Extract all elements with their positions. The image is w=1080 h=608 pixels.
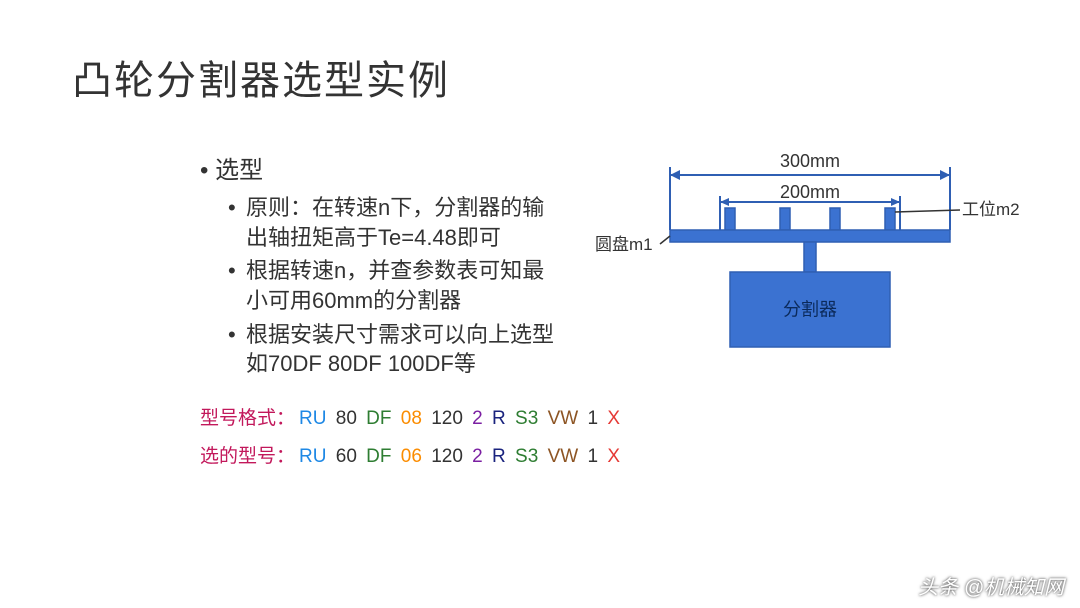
model-segment: 06 xyxy=(396,446,422,467)
svg-text:分割器: 分割器 xyxy=(783,300,837,320)
model-segment: 120 xyxy=(426,446,463,467)
svg-text:圆盘m1: 圆盘m1 xyxy=(595,235,653,254)
model-code-block: 型号格式：RU 80 DF 08 120 2 R S3 VW 1 X选的型号：R… xyxy=(200,400,620,476)
model-segment: 2 xyxy=(467,446,483,467)
model-segment: S3 xyxy=(510,408,539,429)
model-segment: VW xyxy=(542,408,578,429)
model-segment: VW xyxy=(542,446,578,467)
bullet-heading: 选型 xyxy=(200,150,560,185)
bullet-item: 根据安装尺寸需求可以向上选型如70DF 80DF 100DF等 xyxy=(228,320,560,379)
bullet-list: 原则：在转速n下，分割器的输出轴扭矩高于Te=4.48即可 根据转速n，并查参数… xyxy=(228,193,560,379)
watermark: 头条 @机械知网 xyxy=(918,571,1064,600)
model-line: 型号格式：RU 80 DF 08 120 2 R S3 VW 1 X xyxy=(200,400,620,438)
model-segment: 80 xyxy=(330,408,356,429)
model-segment: RU xyxy=(299,408,326,429)
model-segment: X xyxy=(602,446,620,467)
model-segment: DF xyxy=(361,446,392,467)
svg-text:300mm: 300mm xyxy=(780,151,840,171)
svg-text:200mm: 200mm xyxy=(780,182,840,202)
model-segment: 2 xyxy=(467,408,483,429)
bullet-item: 原则：在转速n下，分割器的输出轴扭矩高于Te=4.48即可 xyxy=(228,193,560,252)
page-title: 凸轮分割器选型实例 xyxy=(72,48,450,106)
model-segment: R xyxy=(487,446,506,467)
model-segment: 1 xyxy=(582,446,598,467)
model-segment: 120 xyxy=(426,408,463,429)
mechanism-diagram: 300mm 200mm 分割器 圆盘m1 工位m2 xyxy=(580,140,1040,370)
content-block: 选型 原则：在转速n下，分割器的输出轴扭矩高于Te=4.48即可 根据转速n，并… xyxy=(200,150,560,383)
model-segment: RU xyxy=(299,446,326,467)
model-segment: X xyxy=(602,408,620,429)
model-segment: DF xyxy=(361,408,392,429)
model-segment: 08 xyxy=(396,408,422,429)
slide: 凸轮分割器选型实例 选型 原则：在转速n下，分割器的输出轴扭矩高于Te=4.48… xyxy=(0,0,1080,608)
model-segment: 1 xyxy=(582,408,598,429)
model-segment: S3 xyxy=(510,446,539,467)
model-segment: 60 xyxy=(330,446,356,467)
svg-text:工位m2: 工位m2 xyxy=(962,200,1020,219)
model-line-label: 型号格式： xyxy=(200,408,295,429)
model-line-label: 选的型号： xyxy=(200,446,295,467)
model-line: 选的型号：RU 60 DF 06 120 2 R S3 VW 1 X xyxy=(200,438,620,476)
bullet-item: 根据转速n，并查参数表可知最小可用60mm的分割器 xyxy=(228,256,560,315)
model-segment: R xyxy=(487,408,506,429)
